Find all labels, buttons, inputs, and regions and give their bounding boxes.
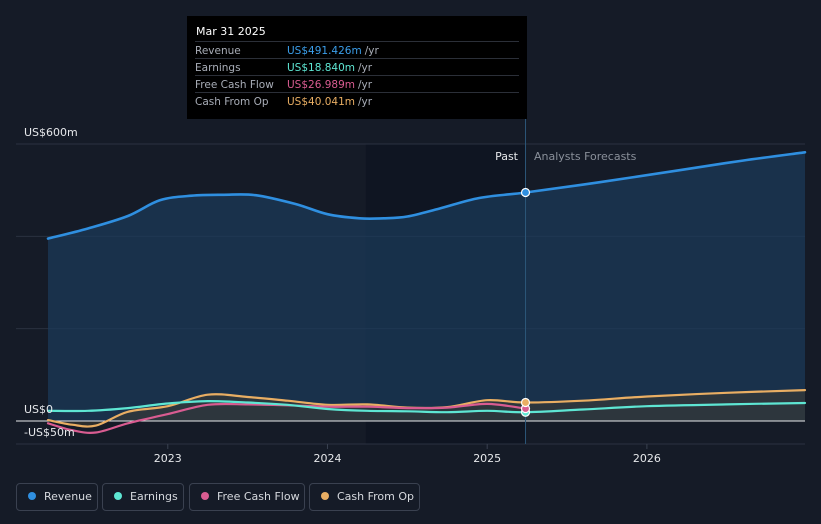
tooltip-value: US$40.041m/yr [287,96,372,108]
series-line-revenue [46,151,807,240]
y-tick-label: -US$50m [24,426,75,439]
tooltip-amount: US$40.041m [287,96,355,108]
free-cash-flow-dot-icon [201,492,209,500]
tooltip-amount: US$491.426m [287,45,362,57]
legend-label: Revenue [44,490,92,503]
series-line-earnings [46,399,807,414]
tooltip-label: Earnings [195,62,241,74]
earnings-dot-icon [114,492,122,500]
tooltip-unit: /yr [358,62,373,74]
tooltip-row-cash-from-op: Cash From Op US$40.041m/yr [195,92,519,110]
y-tick-label: US$0 [24,403,53,416]
series-line-cash-from-op [46,389,807,428]
tooltip-date: Mar 31 2025 [196,25,266,38]
x-tick-label: 2025 [473,452,501,465]
legend-item-cash-from-op[interactable]: Cash From Op [309,483,420,511]
tooltip-unit: /yr [358,79,373,91]
tooltip-value: US$18.840m/yr [287,62,372,74]
x-tick-label: 2023 [154,452,182,465]
tooltip-label: Revenue [195,45,241,57]
tooltip-row-earnings: Earnings US$18.840m/yr [195,58,519,76]
revenue-area [48,152,805,422]
legend-item-free-cash-flow[interactable]: Free Cash Flow [189,483,305,511]
legend-label: Free Cash Flow [217,490,300,503]
tooltip-row-free-cash-flow: Free Cash Flow US$26.989m/yr [195,75,519,93]
past-label: Past [495,150,519,163]
legend-label: Earnings [130,490,178,503]
legend-label: Cash From Op [337,490,415,503]
cash-from-op-dot-icon [321,492,329,500]
tooltip-value: US$26.989m/yr [287,79,372,91]
series-line-free-cash-flow [46,402,527,434]
legend-item-earnings[interactable]: Earnings [102,483,184,511]
tooltip-unit: /yr [358,96,373,108]
tooltip-row-revenue: Revenue US$491.426m/yr [195,41,519,59]
tooltip-amount: US$18.840m [287,62,355,74]
tooltip-amount: US$26.989m [287,79,355,91]
data-point [520,187,531,198]
tooltip-label: Free Cash Flow [195,79,274,91]
tooltip-value: US$491.426m/yr [287,45,379,57]
tooltip-unit: /yr [364,45,379,57]
y-tick-label: US$600m [24,126,78,139]
tooltip: Mar 31 2025 Revenue US$491.426m/yr Earni… [187,16,527,119]
legend-item-revenue[interactable]: Revenue [16,483,98,511]
x-tick-label: 2026 [633,452,661,465]
data-point [520,397,531,408]
revenue-dot-icon [28,492,36,500]
tooltip-label: Cash From Op [195,96,269,108]
forecast-label: Analysts Forecasts [534,150,637,163]
x-tick-label: 2024 [313,452,341,465]
